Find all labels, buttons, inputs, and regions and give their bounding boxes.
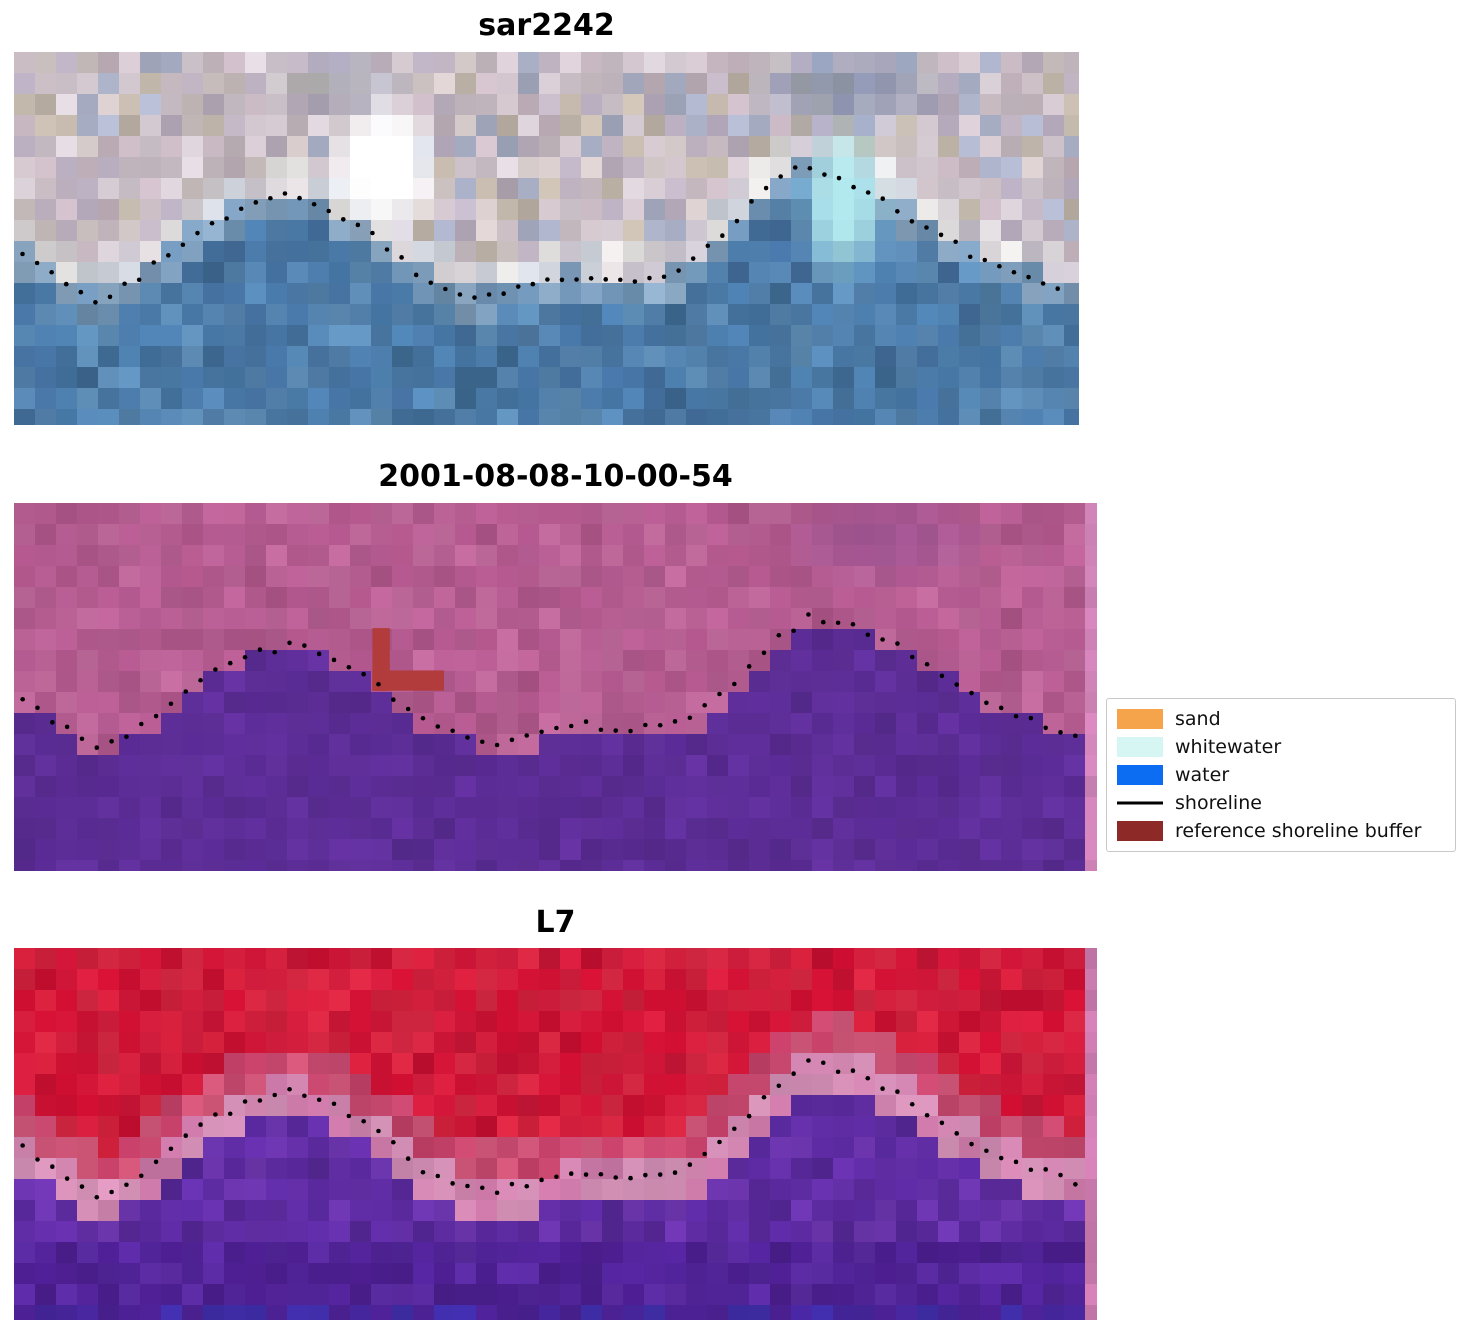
- legend-label: whitewater: [1175, 736, 1282, 758]
- water-swatch-icon: [1117, 765, 1163, 785]
- sand-swatch-icon: [1117, 709, 1163, 729]
- reference-buffer-swatch-icon: [1117, 821, 1163, 841]
- legend-label: shoreline: [1175, 792, 1262, 814]
- legend-label: reference shoreline buffer: [1175, 820, 1422, 842]
- legend-label: water: [1175, 764, 1230, 786]
- legend-item-sand: sand: [1117, 708, 1445, 730]
- panel-image-l7: [14, 948, 1097, 1320]
- legend-label: sand: [1175, 708, 1221, 730]
- legend: sand whitewater water shoreline referenc…: [1106, 698, 1456, 852]
- panel-title-l7: L7: [535, 905, 576, 940]
- legend-item-water: water: [1117, 764, 1445, 786]
- panel-image-classified: [14, 503, 1097, 871]
- panel-image-sar2242: [14, 52, 1079, 425]
- whitewater-swatch-icon: [1117, 737, 1163, 757]
- legend-item-shoreline: shoreline: [1117, 792, 1445, 814]
- legend-item-reference-shoreline-buffer: reference shoreline buffer: [1117, 820, 1445, 842]
- panel-title-date: 2001-08-08-10-00-54: [378, 459, 733, 494]
- legend-item-whitewater: whitewater: [1117, 736, 1445, 758]
- panel-title-sar2242: sar2242: [478, 8, 615, 43]
- shoreline-line-icon: [1117, 793, 1163, 813]
